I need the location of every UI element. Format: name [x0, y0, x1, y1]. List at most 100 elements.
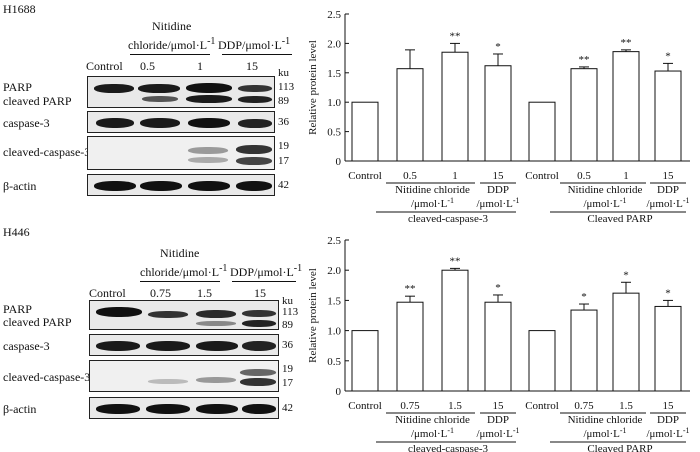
caspase3-blot — [87, 111, 275, 133]
significance-mark: * — [623, 269, 629, 281]
significance-mark: ** — [405, 283, 416, 295]
category-label: 1.5 — [619, 400, 633, 412]
bar — [396, 68, 424, 162]
bar-chart-h446: 0 0.5 1.0 1.5 2.0 2.5 Relative protein level Co… — [307, 235, 690, 452]
ku-label: ku — [278, 67, 289, 79]
blot-label-cleaved-parp: cleaved PARP — [3, 94, 72, 108]
caspase3-blot — [89, 334, 279, 356]
significance-mark: * — [495, 41, 501, 53]
cleaved-caspase3-blot — [89, 360, 279, 392]
ddp-label: DDP/μmol·L-1 — [218, 36, 291, 52]
bar — [612, 51, 640, 162]
kd-19: 19 — [278, 140, 289, 152]
bar — [654, 70, 682, 162]
kd-42: 42 — [282, 402, 293, 414]
lane-label-3: 15 — [246, 59, 258, 73]
ddp-bracket — [222, 54, 292, 55]
category-label: 1 — [452, 170, 458, 182]
beta-actin-blot — [89, 397, 279, 419]
parp-blot — [89, 300, 279, 330]
bar — [528, 330, 556, 392]
bar — [654, 305, 682, 392]
blot-label-caspase3: caspase-3 — [3, 116, 50, 130]
lane-label-1: 0.75 — [150, 286, 171, 300]
significance-mark: * — [495, 282, 501, 294]
kd-17: 17 — [282, 377, 293, 389]
y-tick-label: 1.5 — [327, 295, 341, 307]
left-treatment-label-line2: /μmol·L-1 — [411, 196, 454, 210]
ddp-label: DDP/μmol·L-1 — [230, 263, 303, 279]
lane-label-2: 1 — [197, 59, 203, 73]
ku-label: ku — [282, 295, 293, 307]
y-tick-label: 2.0 — [327, 38, 341, 50]
group-label-cleaved-parp: Cleaved PARP — [587, 213, 652, 225]
y-tick-label: 0.5 — [327, 127, 341, 139]
category-label: 0.75 — [574, 400, 594, 412]
treatment-bracket — [130, 54, 210, 55]
bar — [396, 301, 424, 392]
group-label-cleaved-parp: Cleaved PARP — [587, 443, 652, 452]
bar — [484, 65, 512, 162]
significance-mark: * — [665, 287, 671, 299]
significance-mark: * — [581, 291, 587, 303]
significance-mark: * — [665, 50, 671, 62]
significance-mark: ** — [450, 255, 461, 267]
kd-113: 113 — [278, 81, 295, 93]
category-label: 15 — [663, 170, 675, 182]
lane-label-1: 0.5 — [140, 59, 155, 73]
cell-line-label: H1688 — [3, 2, 36, 16]
y-tick-label: 1.0 — [327, 326, 341, 338]
bar — [351, 101, 379, 162]
category-label: Control — [348, 170, 382, 182]
group-label-cleaved-caspase3: cleaved-caspase-3 — [408, 443, 489, 452]
right-treatment-label-line1: Nitidine chloride — [568, 414, 643, 426]
kd-42: 42 — [278, 179, 289, 191]
parp-blot — [87, 76, 275, 108]
kd-36: 36 — [278, 116, 289, 128]
category-label: 1 — [623, 170, 629, 182]
category-label: 1.5 — [448, 400, 462, 412]
category-label: Control — [348, 400, 382, 412]
treatment-label-line1: Nitidine — [160, 246, 200, 260]
treatment-label-line2: chloride/μmol·L-1 — [128, 36, 216, 52]
bar-chart-h1688: 0 0.5 1.0 1.5 2.0 2.5 Relative protein level Co… — [307, 9, 690, 225]
bar — [441, 269, 469, 392]
category-label: Control — [525, 400, 559, 412]
left-ddp-label-line2: /μmol·L-1 — [476, 196, 519, 210]
lane-label-2: 1.5 — [197, 286, 212, 300]
category-label: 0.5 — [403, 170, 417, 182]
blot-label-beta-actin: β-actin — [3, 179, 37, 193]
y-axis-title: Relative protein level — [307, 40, 319, 135]
kd-113: 113 — [282, 306, 299, 318]
category-label: 15 — [493, 400, 505, 412]
left-ddp-label-line1: DDP — [487, 184, 509, 196]
beta-actin-blot — [87, 174, 275, 196]
y-tick-label: 2.0 — [327, 265, 341, 277]
group-label-cleaved-caspase3: cleaved-caspase-3 — [408, 213, 489, 225]
blot-label-cleaved-parp: cleaved PARP — [3, 315, 72, 329]
cleaved-caspase3-blot — [87, 136, 275, 170]
treatment-label-line1: Nitidine — [152, 19, 192, 33]
y-tick-label: 0 — [336, 386, 342, 398]
bar — [441, 51, 469, 162]
right-treatment-label-line2: /μmol·L-1 — [583, 426, 626, 440]
right-ddp-label-line2: /μmol·L-1 — [646, 196, 689, 210]
blot-label-parp: PARP — [3, 80, 32, 94]
blot-label-caspase3: caspase-3 — [3, 339, 50, 353]
blot-label-cleaved-caspase3: cleaved-caspase-3 — [3, 145, 91, 159]
lane-label-control: Control — [86, 59, 123, 73]
treatment-label-line2: chloride/μmol·L-1 — [140, 263, 228, 279]
right-ddp-label-line1: DDP — [657, 184, 679, 196]
treatment-bracket — [140, 281, 220, 282]
kd-89: 89 — [278, 95, 289, 107]
kd-36: 36 — [282, 339, 293, 351]
left-treatment-label-line2: /μmol·L-1 — [411, 426, 454, 440]
significance-mark: ** — [621, 37, 632, 49]
left-ddp-label-line1: DDP — [487, 414, 509, 426]
lane-label-control: Control — [89, 286, 126, 300]
category-label: 15 — [663, 400, 675, 412]
left-treatment-label-line1: Nitidine chloride — [395, 184, 470, 196]
blot-label-parp: PARP — [3, 302, 32, 316]
cell-line-label: H446 — [3, 225, 30, 239]
category-label: 15 — [493, 170, 505, 182]
